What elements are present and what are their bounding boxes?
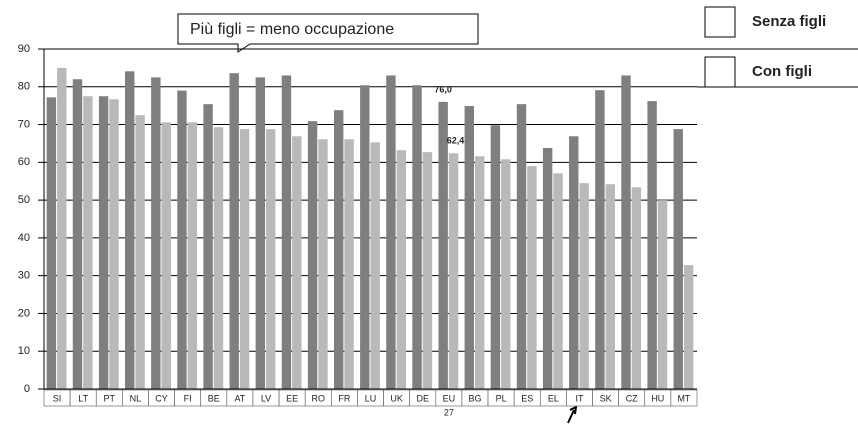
x-tick-label: BG — [468, 393, 481, 403]
x-tick-label: LV — [261, 393, 271, 403]
x-tick-label: BE — [208, 393, 220, 403]
bar — [605, 184, 615, 389]
bar — [255, 77, 266, 389]
x-tick-label: EU — [443, 393, 456, 403]
bar — [360, 85, 370, 390]
y-tick-label: 20 — [18, 307, 30, 319]
bar — [412, 85, 422, 390]
x-tick-label: SK — [600, 393, 612, 403]
bar — [516, 104, 527, 390]
y-tick-label: 0 — [24, 383, 30, 395]
category-cell — [670, 389, 698, 407]
arrow — [567, 405, 578, 424]
bar — [213, 127, 224, 389]
legend-label: Senza figli — [752, 13, 826, 30]
bar — [490, 125, 501, 390]
y-tick-label: 50 — [18, 194, 30, 206]
legend-swatch — [704, 56, 736, 88]
y-tick-label: 70 — [18, 118, 30, 130]
bar — [595, 90, 605, 389]
bar — [318, 139, 328, 389]
bar — [370, 142, 380, 389]
y-tick-label: 80 — [18, 81, 30, 93]
bar — [673, 129, 683, 390]
bar — [647, 101, 657, 389]
x-tick-label: HU — [651, 393, 664, 403]
bar — [83, 96, 93, 389]
bar — [438, 101, 448, 389]
bar — [46, 97, 57, 389]
y-tick-label: 10 — [18, 345, 30, 357]
bar — [683, 265, 694, 389]
x-tick-label: PT — [104, 393, 116, 403]
bar — [553, 173, 563, 389]
y-tick-label: 30 — [18, 270, 30, 282]
bar — [448, 153, 459, 389]
bar — [396, 150, 407, 389]
bar — [474, 156, 485, 389]
x-tick-label: PL — [496, 393, 507, 403]
annotation: Più figli = meno occupazione — [190, 21, 394, 38]
value-label: 62,4 — [447, 136, 465, 146]
bar — [307, 121, 318, 390]
annotation-box — [177, 13, 479, 53]
bar — [579, 183, 589, 389]
bar — [98, 96, 109, 389]
bar — [569, 136, 579, 389]
bar — [631, 187, 642, 389]
bar — [203, 104, 213, 390]
bar — [161, 122, 171, 390]
bar — [527, 166, 537, 389]
bar — [177, 90, 187, 390]
x-tick-label: ES — [521, 393, 533, 403]
x-tick-label: MT — [677, 393, 690, 403]
x-tick-label: FR — [338, 393, 350, 403]
x-tick-label: LT — [78, 393, 88, 403]
bar — [657, 200, 668, 389]
bar — [621, 75, 631, 389]
x-tick-label: LU — [365, 393, 377, 403]
bar — [281, 75, 292, 389]
bar — [125, 71, 135, 390]
x-tick-label: EL — [548, 393, 559, 403]
y-tick-label: 40 — [18, 232, 30, 244]
x-tick-label: EE — [286, 393, 298, 403]
bar — [187, 122, 198, 390]
bar — [72, 79, 83, 389]
bar — [344, 139, 354, 389]
x-tick-label: RO — [312, 393, 326, 403]
footnote: 27 — [444, 407, 454, 417]
bar — [386, 75, 396, 389]
x-tick-label: CY — [155, 393, 168, 403]
bar — [501, 159, 511, 389]
x-tick-label: DE — [416, 393, 429, 403]
x-tick-label: AT — [234, 393, 245, 403]
x-tick-label: FI — [184, 393, 192, 403]
legend-label: Con figli — [752, 63, 812, 80]
y-tick-label: 60 — [18, 156, 30, 168]
bar — [542, 147, 553, 389]
bar — [333, 110, 344, 389]
bar — [57, 67, 67, 389]
bar — [135, 115, 145, 389]
value-label: 76,0 — [434, 84, 452, 94]
legend-swatch — [704, 6, 736, 38]
bar — [109, 99, 119, 389]
bar — [229, 73, 239, 389]
bar — [239, 129, 250, 390]
x-tick-label: CZ — [626, 393, 638, 403]
bar — [266, 129, 276, 390]
x-tick-label: UK — [390, 393, 403, 403]
x-tick-label: NL — [130, 393, 142, 403]
y-tick-label: 90 — [18, 43, 30, 55]
x-tick-label: IT — [575, 393, 584, 403]
x-tick-label: SI — [53, 393, 62, 403]
bar — [151, 77, 161, 389]
bar — [292, 136, 302, 389]
bar — [464, 106, 474, 390]
bar — [422, 152, 433, 389]
